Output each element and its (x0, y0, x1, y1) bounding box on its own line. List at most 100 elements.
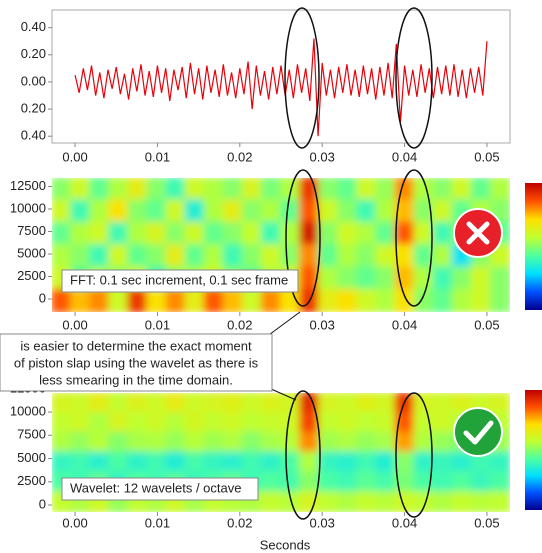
heatmap-cell (52, 288, 73, 312)
y-tick-label: 10000 (10, 200, 46, 215)
heatmap-cell (260, 178, 282, 202)
heatmap-cell (299, 491, 321, 512)
heatmap-cell (470, 451, 492, 474)
heatmap-cell (52, 411, 73, 434)
heatmap-cell (318, 393, 340, 414)
heatmap-cell (356, 266, 378, 291)
heatmap-cell (241, 221, 263, 246)
heatmap-cell (470, 471, 492, 494)
heatmap-cell (70, 393, 92, 414)
heatmap-cell (260, 221, 282, 246)
x-tick-label: 0.00 (62, 317, 87, 332)
heatmap-cell (432, 221, 454, 246)
heatmap-cell (394, 491, 416, 512)
heatmap-cell (375, 288, 397, 312)
heatmap-cell (70, 431, 92, 454)
heatmap-cell (184, 393, 206, 414)
heatmap-cell (203, 221, 225, 246)
heatmap-cell (89, 288, 111, 312)
heatmap-cell (52, 178, 73, 202)
heatmap-cell (70, 221, 92, 246)
heatmap-cell (470, 178, 492, 202)
heatmap-cell (432, 288, 454, 312)
heatmap-cell (127, 199, 149, 224)
heatmap-cell (451, 471, 473, 494)
heatmap-cell (375, 431, 397, 454)
heatmap-cell (451, 491, 473, 512)
y-tick-label: 5000 (17, 450, 46, 465)
heatmap-cell (356, 288, 378, 312)
heatmap-cell (280, 411, 302, 434)
heatmap-cell (413, 221, 435, 246)
heatmap-cell (146, 199, 168, 224)
heatmap-cell (356, 491, 378, 512)
heatmap-cell (146, 288, 168, 312)
heatmap-cell (356, 431, 378, 454)
heatmap-cell (222, 411, 244, 434)
heatmap-cell (89, 393, 111, 414)
heatmap-cell (337, 244, 359, 269)
heatmap-cell (337, 221, 359, 246)
subplot: 12500 10000 7500 5000 2500 0 0.00 0.01 0.02 0.03 0… (10, 178, 542, 332)
heatmap-cell (89, 178, 111, 202)
heatmap-cell (165, 244, 187, 269)
heatmap-cell (318, 491, 340, 512)
heatmap-cell (394, 471, 416, 494)
y-tick-label: 0.40 (21, 128, 46, 143)
heatmap-cell (394, 288, 416, 312)
heatmap-cell (451, 178, 473, 202)
cross-mark (466, 221, 490, 245)
x-tick-label: 0.03 (310, 149, 335, 164)
heatmap-cell (146, 244, 168, 269)
heatmap-cell (165, 393, 187, 414)
check-icon (453, 407, 503, 457)
heatmap-cell (337, 178, 359, 202)
heatmap-cell (318, 431, 340, 454)
heatmap-cell (356, 393, 378, 414)
heatmap-cell (89, 199, 111, 224)
heatmap-cell (184, 288, 206, 312)
overlay (0, 7, 503, 520)
heatmap-cell (241, 431, 263, 454)
heatmap-cell (413, 411, 435, 434)
heatmap-cell (318, 411, 340, 434)
x-tick-label: 0.02 (227, 317, 252, 332)
heatmap-cell (432, 393, 454, 414)
callout-line: is easier to determine the exact moment (20, 338, 252, 353)
heatmap-cell (184, 411, 206, 434)
highlight-ellipse (285, 169, 321, 307)
heatmap-cell (260, 199, 282, 224)
heatmap-cell (203, 431, 225, 454)
highlight-ellipse (395, 169, 433, 307)
x-tick-label: 0.05 (474, 149, 499, 164)
heatmap-cell (337, 393, 359, 414)
heatmap-cell (146, 451, 168, 474)
callout-line: of piston slap using the wavelet as ther… (14, 355, 259, 370)
heatmap-cell (146, 411, 168, 434)
heatmap-cell (260, 431, 282, 454)
heatmap-cell (394, 244, 416, 269)
callout-line: less smearing in the time domain. (39, 372, 233, 387)
heatmap-cell (489, 451, 510, 474)
x-tick-label: 0.01 (145, 515, 170, 530)
heatmap-cell (89, 411, 111, 434)
x-tick-label: 0.04 (392, 317, 417, 332)
highlight-ellipse (395, 7, 433, 149)
heatmap-cell (260, 393, 282, 414)
heatmap-cell (70, 288, 92, 312)
heatmap-cell (337, 411, 359, 434)
heatmap-cell (451, 451, 473, 474)
x-axis-title: Seconds (260, 537, 311, 552)
heatmap-cell (108, 393, 130, 414)
heatmap-cell (413, 178, 435, 202)
heatmap-cell (375, 178, 397, 202)
y-tick-label: 0.40 (21, 19, 46, 34)
heatmap-cell (184, 178, 206, 202)
heatmap-cell (299, 471, 321, 494)
x-tick-label: 0.02 (227, 515, 252, 530)
heatmap-cell (260, 451, 282, 474)
heatmap-cell (318, 178, 340, 202)
heatmap-cell (89, 221, 111, 246)
